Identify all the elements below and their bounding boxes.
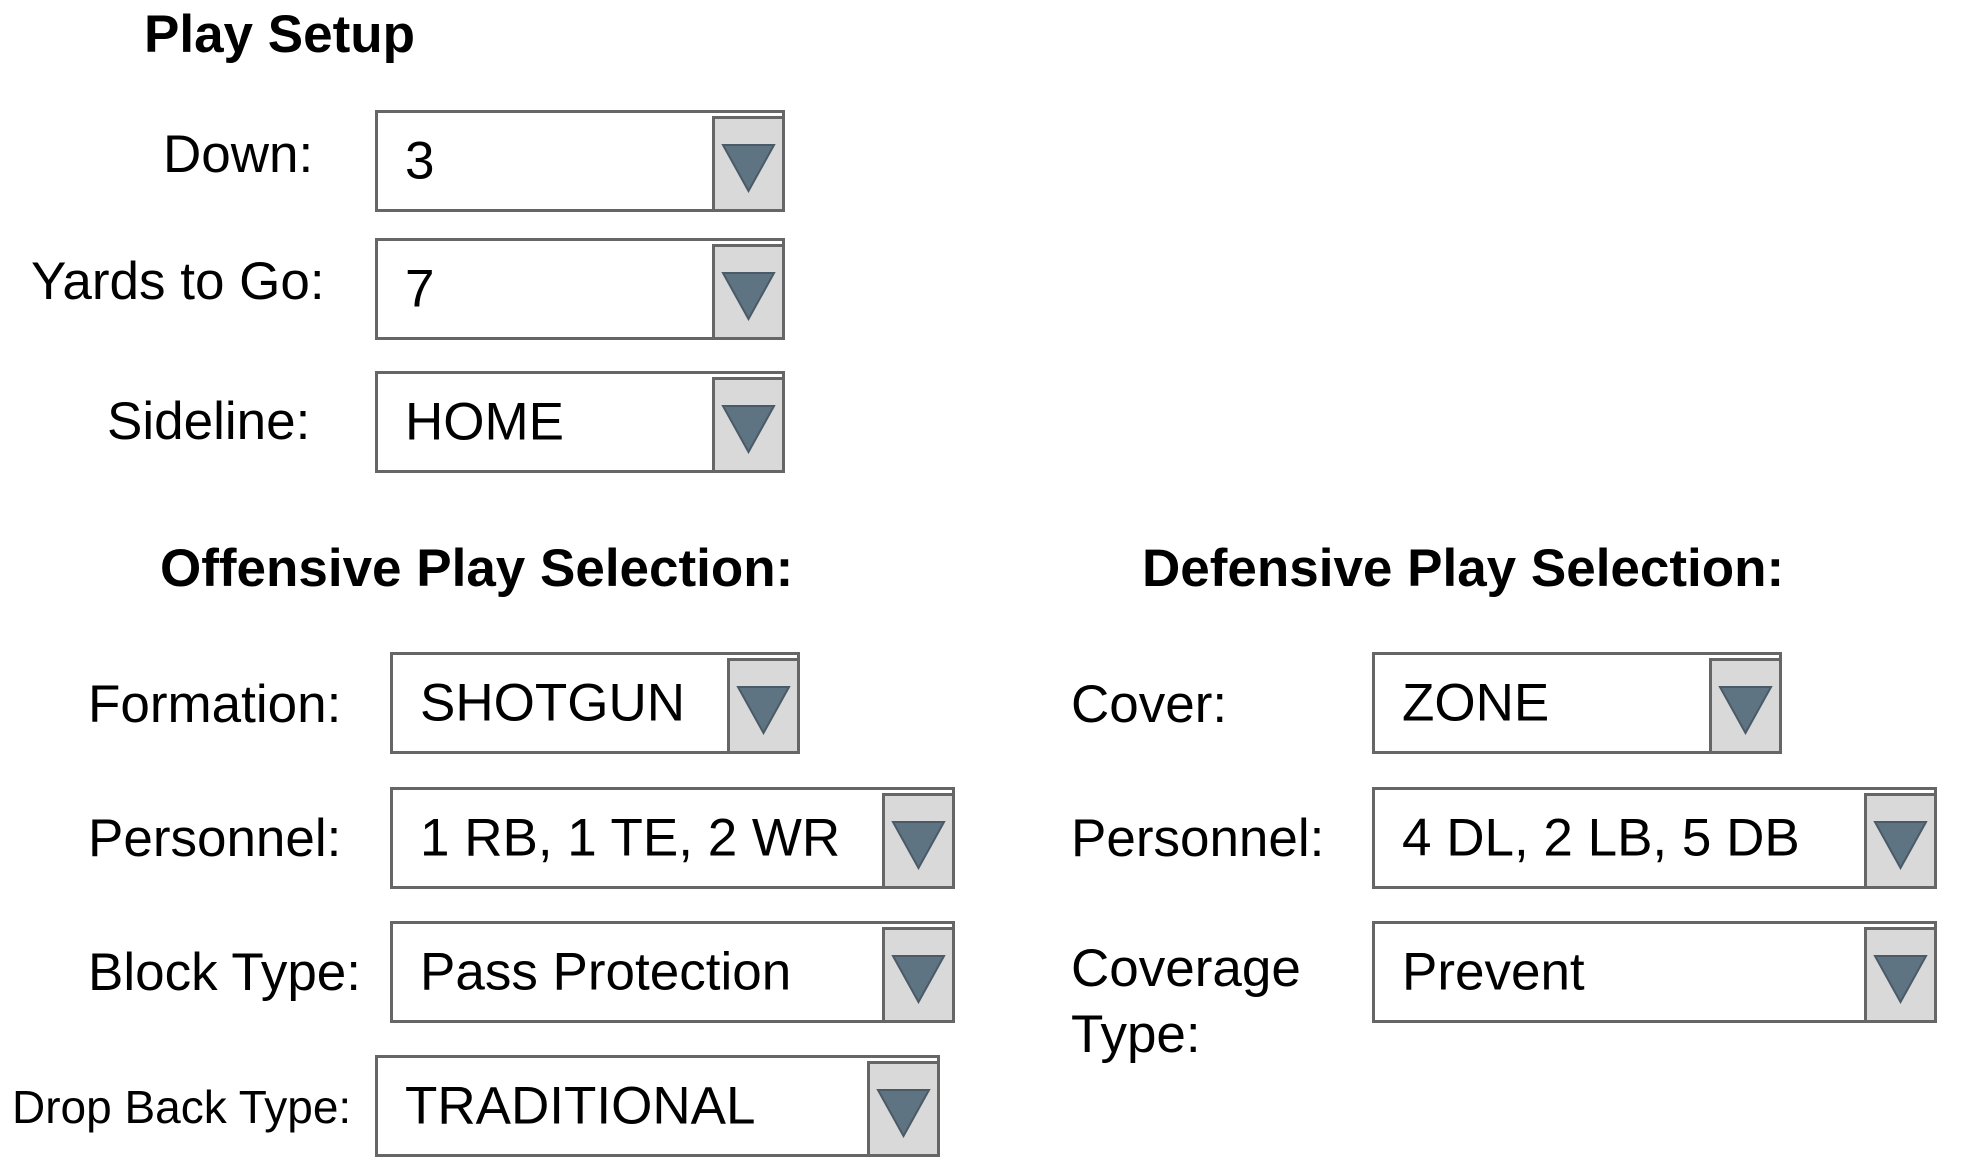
- offense-personnel-label: Personnel:: [88, 809, 342, 868]
- defense-personnel-label: Personnel:: [1071, 809, 1325, 868]
- sideline-value: HOME: [405, 392, 564, 452]
- drop-back-type-label: Drop Back Type:: [12, 1081, 352, 1133]
- chevron-down-icon: [891, 821, 946, 870]
- chevron-down-icon: [1873, 955, 1928, 1004]
- defense-personnel-value: 4 DL, 2 LB, 5 DB: [1402, 808, 1800, 868]
- down-value: 3: [405, 131, 435, 191]
- defensive-play-selection-heading: Defensive Play Selection:: [1142, 539, 1785, 598]
- formation-value: SHOTGUN: [420, 673, 685, 733]
- play-setup-heading: Play Setup: [144, 5, 415, 64]
- chevron-down-icon: [721, 144, 776, 193]
- chevron-down-icon: [736, 686, 791, 735]
- down-dropdown-button[interactable]: [712, 116, 785, 212]
- cover-label: Cover:: [1071, 675, 1228, 734]
- sideline-dropdown-button[interactable]: [712, 377, 785, 473]
- yards-to-go-dropdown[interactable]: 7: [375, 238, 785, 340]
- block-type-label: Block Type:: [88, 943, 361, 1002]
- cover-value: ZONE: [1402, 673, 1550, 733]
- formation-dropdown[interactable]: SHOTGUN: [390, 652, 800, 754]
- block-type-value: Pass Protection: [420, 942, 792, 1002]
- coverage-type-dropdown-button[interactable]: [1864, 927, 1937, 1023]
- cover-dropdown[interactable]: ZONE: [1372, 652, 1782, 754]
- formation-dropdown-button[interactable]: [727, 658, 800, 754]
- sideline-dropdown[interactable]: HOME: [375, 371, 785, 473]
- chevron-down-icon: [876, 1089, 931, 1138]
- block-type-dropdown[interactable]: Pass Protection: [390, 921, 955, 1023]
- drop-back-type-dropdown-button[interactable]: [867, 1061, 940, 1157]
- coverage-type-value: Prevent: [1402, 942, 1585, 1002]
- formation-label: Formation:: [88, 675, 342, 734]
- down-label: Down:: [163, 125, 314, 184]
- chevron-down-icon: [891, 955, 946, 1004]
- drop-back-type-dropdown[interactable]: TRADITIONAL: [375, 1055, 940, 1157]
- offensive-play-selection-heading: Offensive Play Selection:: [160, 539, 794, 598]
- chevron-down-icon: [1873, 821, 1928, 870]
- coverage-type-label: Coverage Type:: [1071, 939, 1301, 1064]
- defense-personnel-dropdown[interactable]: 4 DL, 2 LB, 5 DB: [1372, 787, 1937, 889]
- sideline-label: Sideline:: [107, 392, 311, 451]
- chevron-down-icon: [1718, 686, 1773, 735]
- down-dropdown[interactable]: 3: [375, 110, 785, 212]
- block-type-dropdown-button[interactable]: [882, 927, 955, 1023]
- yards-to-go-label: Yards to Go:: [31, 252, 325, 311]
- chevron-down-icon: [721, 272, 776, 321]
- cover-dropdown-button[interactable]: [1709, 658, 1782, 754]
- drop-back-type-value: TRADITIONAL: [405, 1076, 756, 1136]
- offense-personnel-value: 1 RB, 1 TE, 2 WR: [420, 808, 841, 868]
- chevron-down-icon: [721, 405, 776, 454]
- yards-to-go-dropdown-button[interactable]: [712, 244, 785, 340]
- offense-personnel-dropdown-button[interactable]: [882, 793, 955, 889]
- offense-personnel-dropdown[interactable]: 1 RB, 1 TE, 2 WR: [390, 787, 955, 889]
- yards-to-go-value: 7: [405, 259, 435, 319]
- coverage-type-dropdown[interactable]: Prevent: [1372, 921, 1937, 1023]
- defense-personnel-dropdown-button[interactable]: [1864, 793, 1937, 889]
